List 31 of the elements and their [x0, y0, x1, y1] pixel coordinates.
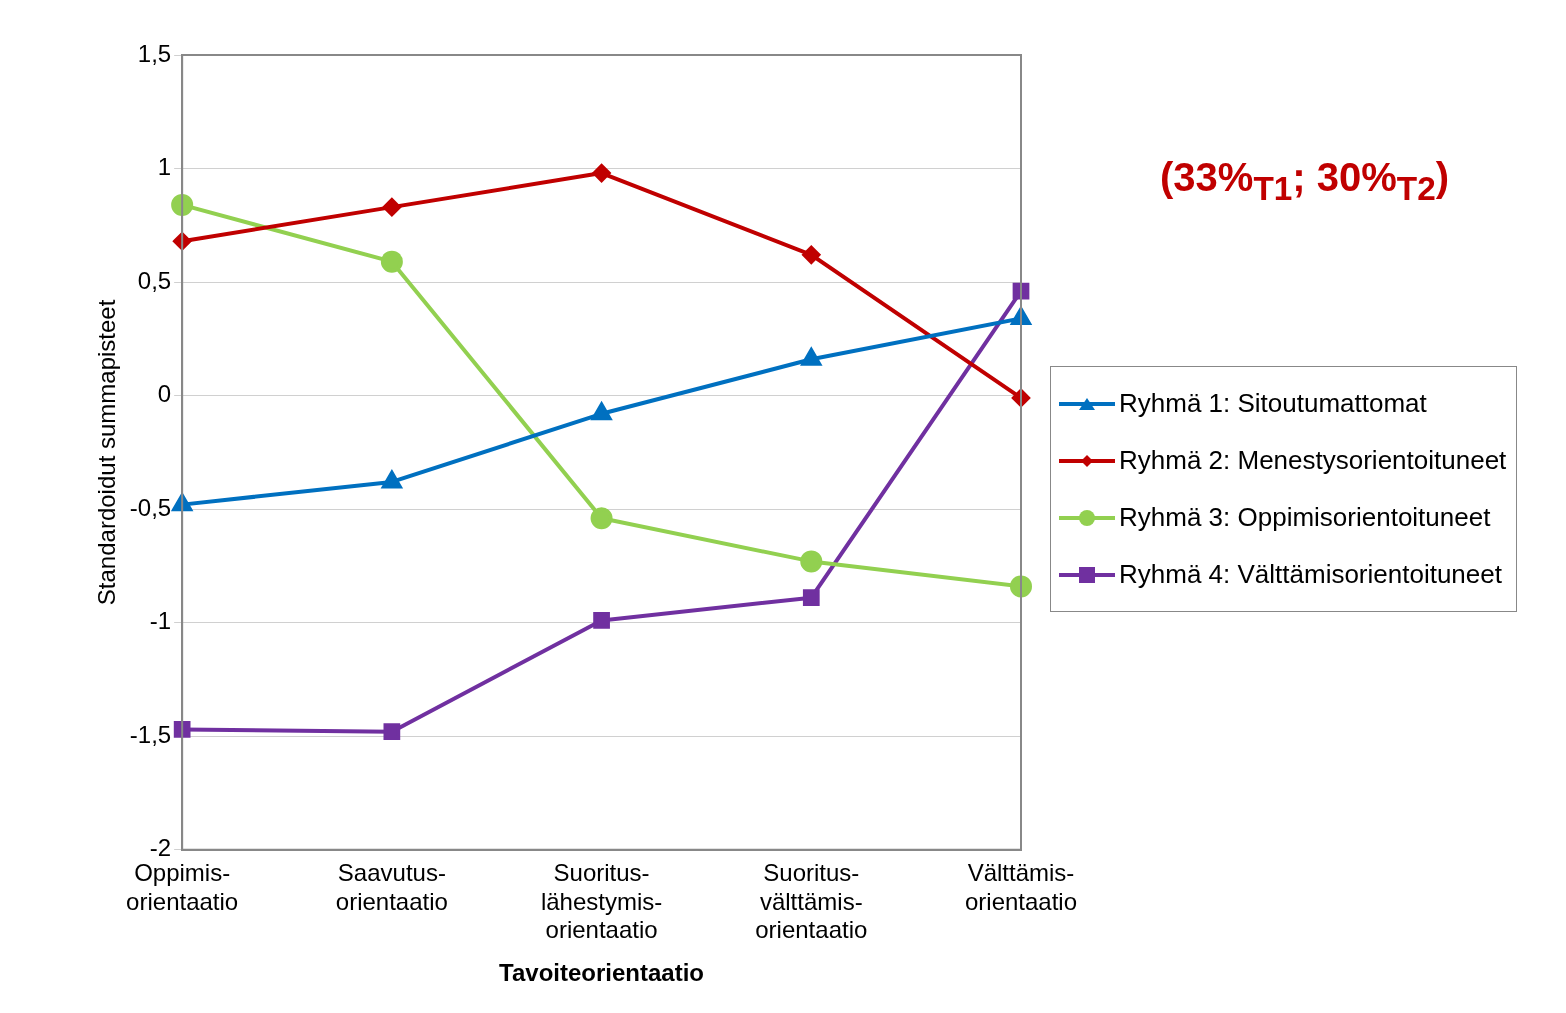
- point: [171, 193, 194, 216]
- x-tick-label: Välttämis-orientaatio: [964, 858, 1078, 915]
- point: [1010, 575, 1032, 598]
- x-tick-label: Saavutus-orientaatio: [335, 858, 448, 915]
- point: [382, 198, 401, 217]
- y-tick-label: -1,5: [129, 720, 172, 748]
- y-tick-label: 1: [157, 153, 172, 181]
- legend-label: Ryhmä 3: Oppimisorientoituneet: [1119, 502, 1491, 533]
- y-tick-label: -1: [149, 607, 172, 635]
- point: [383, 723, 401, 741]
- x-tick-label: Suoritus-lähestymis-orientaatio: [540, 858, 663, 944]
- y-axis-title: Standardoidut summapisteet: [93, 299, 121, 606]
- legend-label: Ryhmä 2: Menestysorientoituneet: [1119, 445, 1507, 476]
- legend-label: Ryhmä 1: Sitoutumattomat: [1119, 388, 1427, 419]
- point: [380, 250, 403, 273]
- point: [802, 589, 820, 607]
- x-tick-label: Suoritus-välttämis-orientaatio: [755, 858, 868, 944]
- y-tick-label: 1,5: [137, 39, 172, 67]
- y-tick-label: -0,5: [129, 493, 172, 521]
- point: [1012, 282, 1030, 300]
- x-axis-title: Tavoiteorientaatio: [499, 959, 705, 987]
- y-tick-label: 0: [157, 380, 172, 408]
- point: [173, 721, 191, 738]
- point: [802, 245, 821, 264]
- point: [592, 164, 611, 183]
- legend-label: Ryhmä 4: Välttämisorientoituneet: [1119, 559, 1502, 590]
- point: [593, 612, 610, 629]
- text: (33%$_{T1}$; 30%$_{T2}$): [1160, 155, 1450, 208]
- y-tick-label: 0,5: [137, 266, 172, 294]
- point: [800, 550, 823, 573]
- point: [590, 507, 613, 530]
